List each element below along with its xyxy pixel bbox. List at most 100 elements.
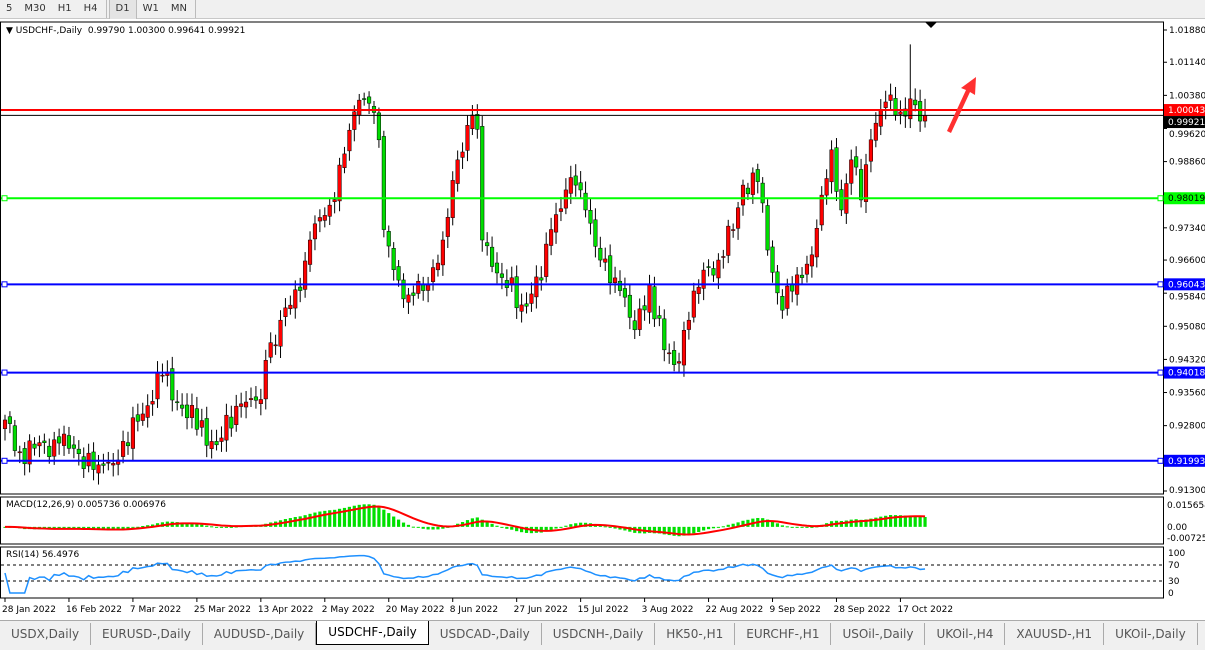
candle: [150, 401, 155, 405]
macd-bar: [67, 526, 71, 529]
chart-header: ▼ USDCHF-,Daily 0.99790 1.00300 0.99641 …: [6, 26, 245, 36]
candle: [859, 169, 864, 201]
candle: [534, 276, 539, 298]
candle: [480, 126, 485, 241]
candle: [253, 396, 258, 401]
candle: [106, 461, 111, 464]
candle: [627, 294, 632, 318]
level-handle: [1157, 281, 1164, 288]
candle: [553, 214, 559, 233]
macd-bar: [298, 516, 302, 527]
candle: [893, 98, 898, 116]
divider: [105, 0, 107, 18]
close-value: 0.99921: [208, 26, 246, 36]
macd-bar: [805, 526, 809, 528]
candle: [352, 111, 357, 130]
tab-xauusd-h1[interactable]: XAUUSD-,H1: [1005, 623, 1105, 645]
macd-bar: [480, 519, 484, 527]
macd-axis-label: 0.015654: [1167, 501, 1205, 511]
tab-eurusd-daily[interactable]: EURUSD-,Daily: [91, 623, 203, 645]
rsi-label: RSI(14) 56.4976: [6, 550, 80, 560]
rsi-axis-label: 100: [1168, 549, 1185, 559]
tf-m30[interactable]: M30: [24, 3, 46, 14]
tf-mn[interactable]: MN: [170, 3, 187, 14]
macd-bar: [761, 518, 765, 527]
macd-bar: [608, 526, 612, 528]
candle: [194, 408, 199, 430]
tf-w1[interactable]: W1: [142, 3, 159, 14]
macd-bar: [672, 526, 676, 536]
macd-bar: [918, 516, 922, 527]
price-chart[interactable]: 1.018801.011401.003801.000430.999210.996…: [0, 20, 1205, 618]
macd-bar: [810, 526, 814, 528]
candle: [726, 225, 731, 256]
candle: [632, 320, 637, 331]
tab-usdchf-daily[interactable]: USDCHF-,Daily: [316, 621, 429, 645]
macd-bar: [421, 526, 425, 529]
tab-hk50-h1[interactable]: HK50-,H1: [655, 623, 736, 645]
divider: [194, 0, 196, 18]
macd-bar: [706, 526, 711, 530]
macd-bar: [372, 504, 376, 527]
macd-bar: [574, 523, 578, 527]
candle: [239, 403, 244, 407]
candle: [307, 239, 313, 265]
macd-bar: [559, 526, 563, 528]
candle: [12, 425, 17, 451]
tab-usdcad-daily[interactable]: USDCAD-,Daily: [429, 623, 542, 645]
macd-bar: [741, 520, 745, 527]
macd-bar: [721, 526, 725, 528]
tf-h4[interactable]: H4: [83, 3, 98, 14]
level-handle: [1, 369, 8, 376]
macd-bar: [879, 516, 883, 527]
collapse-triangle-icon[interactable]: ▼: [6, 26, 13, 36]
candle: [750, 172, 755, 195]
candle: [568, 177, 573, 194]
candle: [603, 258, 608, 263]
macd-bar: [524, 526, 529, 533]
candle: [76, 448, 81, 455]
macd-bar: [126, 526, 130, 529]
tf-d1[interactable]: D1: [108, 0, 137, 19]
candle: [583, 192, 588, 211]
candle: [908, 98, 913, 120]
candle: [922, 115, 928, 122]
macd-bar: [214, 526, 219, 528]
tab-ukoil-h4[interactable]: UKOil-,H4: [925, 623, 1006, 645]
macd-bar: [62, 526, 66, 529]
tab-usdcnh-daily[interactable]: USDCNH-,Daily: [542, 623, 656, 645]
candle: [460, 151, 465, 158]
macd-bar: [352, 505, 356, 527]
macd-bar: [362, 504, 366, 527]
candle: [494, 262, 500, 274]
candle: [347, 129, 352, 152]
tab-usoil-daily[interactable]: USOil-,Daily: [831, 623, 926, 645]
candle: [435, 262, 441, 271]
tf-m5[interactable]: 5: [6, 3, 13, 14]
level-price-badge: [1164, 278, 1205, 291]
date-tick-label: 17 Oct 2022: [897, 605, 953, 615]
candle: [686, 319, 691, 330]
macd-bar: [342, 507, 347, 527]
tab-eurchf-h1[interactable]: EURCHF-,H1: [735, 623, 832, 645]
macd-bar: [210, 526, 214, 528]
macd-bar: [205, 525, 209, 527]
tf-h1[interactable]: H1: [57, 3, 72, 14]
level-handle: [1157, 457, 1164, 464]
macd-bar: [495, 525, 499, 527]
candle: [578, 182, 583, 191]
candle: [883, 101, 888, 108]
tab-usdx-daily[interactable]: USDX,Daily: [0, 623, 92, 645]
candle: [898, 111, 903, 115]
candle: [332, 199, 337, 202]
tab-audusd-daily[interactable]: AUDUSD-,Daily: [203, 623, 317, 645]
macd-bar: [702, 526, 706, 531]
tab-ukoil-daily[interactable]: UKOil-,Daily: [1104, 623, 1198, 645]
macd-bar: [382, 509, 386, 527]
candle: [244, 401, 249, 408]
open-value: 0.99790: [87, 26, 126, 36]
current-price-badge: [1164, 116, 1205, 129]
candle: [22, 448, 27, 465]
level-price-label: 1.00043: [1168, 106, 1205, 116]
macd-bar: [397, 519, 401, 527]
